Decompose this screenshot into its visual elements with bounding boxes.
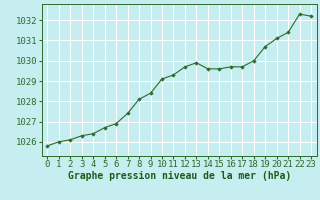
X-axis label: Graphe pression niveau de la mer (hPa): Graphe pression niveau de la mer (hPa) (68, 171, 291, 181)
